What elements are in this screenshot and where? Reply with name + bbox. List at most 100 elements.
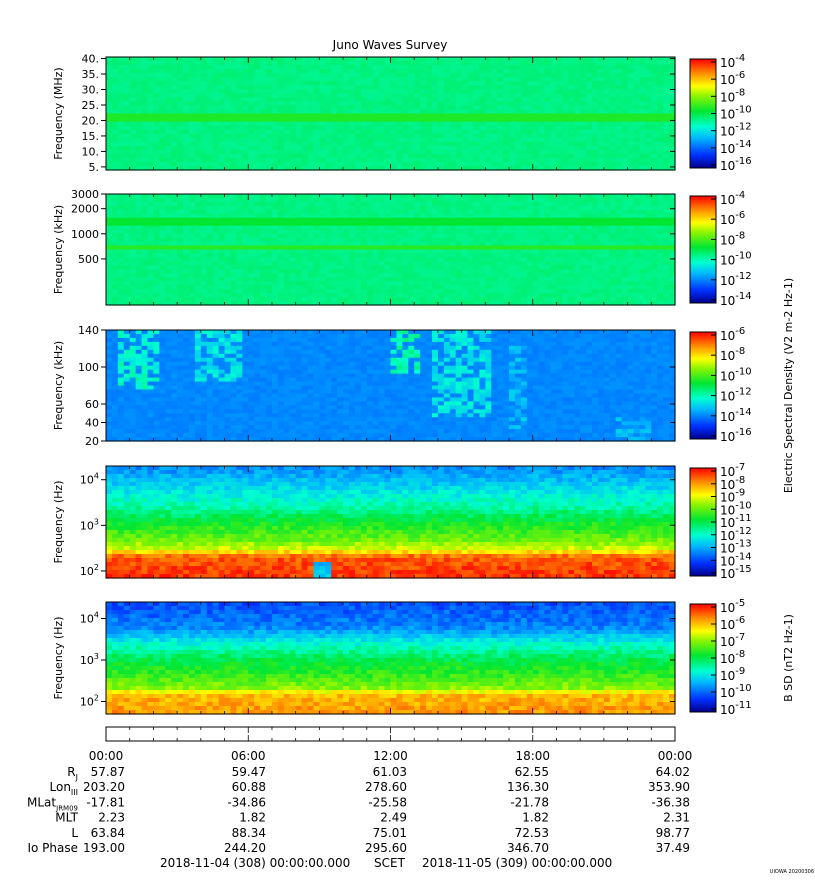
- colorbar-tick-label: 10-14: [720, 139, 752, 156]
- time-axis-strip: 00:00 06:00 12:00 18:00 00:00: [89, 726, 693, 763]
- panel-lfr-low: 102 103 104 Frequency (Hz) 10-710-810-910-10…: [52, 462, 752, 581]
- colorbar-tick-label: 10-11: [720, 700, 752, 717]
- ephemeris-row: Io Phase 193.00 244.20 295.60 346.70 37.49: [27, 841, 690, 855]
- y-axis-label: Frequency (Hz): [52, 481, 65, 564]
- colorbar-tick-label: 10-10: [720, 251, 752, 268]
- colorbar-label: B SD (nT2 Hz-1): [782, 614, 795, 702]
- ephemeris-value: 37.49: [656, 841, 690, 855]
- x-tick-label: 00:00: [89, 749, 124, 763]
- y-tick-label: 2000: [71, 203, 99, 216]
- spectrogram-lfr-low: [106, 466, 676, 579]
- spectrogram-lfr-high: [106, 330, 676, 442]
- time-system: SCET: [374, 856, 406, 870]
- colorbar-tick-label: 10-8: [720, 649, 745, 666]
- colorbar-tick-label: 10-4: [720, 53, 745, 70]
- y-tick-label: 500: [78, 253, 99, 266]
- start-time: 2018-11-04 (308) 00:00:00.000: [160, 856, 350, 870]
- colorbar-lfr-high: 10-6 10-8 10-10 10-12 10-14 10-16 Electric Spe…: [689, 278, 795, 493]
- ephemeris-label: L: [71, 826, 78, 840]
- colorbar-tick-label: 10-14: [720, 407, 752, 424]
- y-tick-label: 1000: [71, 228, 99, 241]
- y-axis-label: Frequency (kHz): [52, 341, 65, 430]
- ephemeris-value: 244.20: [224, 841, 266, 855]
- spectrogram-magnetic: [106, 602, 676, 715]
- y-tick-label: 100: [78, 361, 99, 374]
- colorbar-tick-label: 10-8: [720, 475, 745, 492]
- y-tick-label: 103: [80, 517, 99, 532]
- x-tick-label: 12:00: [373, 749, 408, 763]
- footer-tag: UIOWA 20200306: [770, 869, 814, 875]
- colorbar-lfr-low: 10-710-810-910-1010-1110-1210-1310-1410-…: [689, 462, 752, 581]
- ephemeris-value: 98.77: [656, 826, 690, 840]
- colorbar-tick-label: 10-16: [720, 427, 752, 444]
- panel-lfr-high: 20 40 60 100 140 Frequency (kHz) 10-6 10-8 10-10…: [52, 278, 795, 493]
- y-tick-label: 35.: [82, 68, 100, 81]
- colorbar-tick-label: 10-8: [720, 346, 745, 363]
- y-tick-label: 102: [80, 694, 99, 709]
- y-tick-label: 103: [80, 652, 99, 667]
- colorbar-tick-label: 10-13: [720, 539, 752, 556]
- ephemeris-value: 1.82: [522, 811, 549, 825]
- colorbar-tick-label: 10-6: [720, 326, 745, 343]
- ephemeris-label: LonIII: [50, 780, 79, 797]
- ephemeris-value: 346.70: [507, 841, 549, 855]
- ephemeris-value: 1.82: [239, 811, 266, 825]
- ephemeris-value: -25.58: [368, 795, 407, 809]
- ephemeris-row: MLatJRM09 -17.81 -34.86 -25.58 -21.78 -36.38: [27, 795, 690, 812]
- chart-title: Juno Waves Survey: [332, 38, 448, 52]
- ephemeris-value: 193.00: [83, 841, 125, 855]
- ephemeris-value: 2.49: [380, 811, 407, 825]
- y-axis-label: Frequency (MHz): [52, 67, 65, 159]
- ephemeris-value: 72.53: [515, 826, 549, 840]
- ephemeris-value: -36.38: [651, 795, 690, 809]
- ephemeris-row: MLT 2.23 1.82 2.49 1.82 2.31: [55, 811, 690, 825]
- y-tick-label: 5.: [89, 161, 100, 174]
- x-tick-label: 00:00: [658, 749, 693, 763]
- ephemeris-value: 57.87: [91, 765, 125, 779]
- ephemeris-value: 61.03: [373, 765, 407, 779]
- colorbar-tick-label: 10-14: [720, 291, 752, 308]
- ephemeris-value: 60.88: [232, 780, 266, 794]
- colorbar-tick-label: 10-12: [720, 526, 752, 543]
- colorbar-tick-label: 10-6: [720, 70, 745, 87]
- ephemeris-value: 295.60: [365, 841, 407, 855]
- colorbar-tick-label: 10-14: [720, 551, 752, 568]
- ephemeris-value: -21.78: [510, 795, 549, 809]
- colorbar-tick-label: 10-12: [720, 122, 752, 139]
- colorbar-tick-label: 10-12: [720, 387, 752, 404]
- y-tick-label: 140: [78, 324, 99, 337]
- colorbar-tick-label: 10-7: [720, 632, 745, 649]
- y-tick-label: 40: [85, 417, 99, 430]
- y-tick-label: 20.: [82, 114, 100, 127]
- ephemeris-value: 136.30: [507, 780, 549, 794]
- y-tick-label: 104: [80, 472, 99, 487]
- ephemeris-value: 75.01: [373, 826, 407, 840]
- y-tick-label: 20: [85, 435, 99, 448]
- y-tick-label: 40.: [82, 53, 100, 66]
- ephemeris-value: 63.84: [91, 826, 125, 840]
- ephemeris-label: RJ: [67, 765, 78, 782]
- ephemeris-table: RJ 57.87 59.47 61.03 62.55 64.02 LonIII 203.20 6…: [27, 765, 690, 855]
- end-time: 2018-11-05 (309) 00:00:00.000: [422, 856, 612, 870]
- colorbar-tick-label: 10-12: [720, 271, 752, 288]
- y-tick-label: 10.: [82, 145, 100, 158]
- colorbar-hfr-low: 10-4 10-6 10-8 10-10 10-12 10-14: [689, 190, 752, 308]
- y-tick-label: 30.: [82, 84, 100, 97]
- colorbar-tick-label: 10-8: [720, 230, 745, 247]
- colorbar-tick-label: 10-11: [720, 513, 752, 530]
- ephemeris-row: RJ 57.87 59.47 61.03 62.55 64.02: [67, 765, 690, 782]
- ephemeris-label: MLT: [55, 811, 78, 825]
- ephemeris-row: LonIII 203.20 60.88 278.60 136.30 353.90: [50, 780, 691, 797]
- colorbar-tick-label: 10-8: [720, 87, 745, 104]
- y-axis-label: Frequency (kHz): [52, 205, 65, 294]
- ephemeris-row: L 63.84 88.34 75.01 72.53 98.77: [71, 826, 690, 840]
- colorbar-tick-label: 10-10: [720, 500, 752, 517]
- colorbar-tick-label: 10-10: [720, 105, 752, 122]
- y-tick-label: 60: [85, 398, 99, 411]
- ephemeris-label: MLatJRM09: [27, 795, 78, 812]
